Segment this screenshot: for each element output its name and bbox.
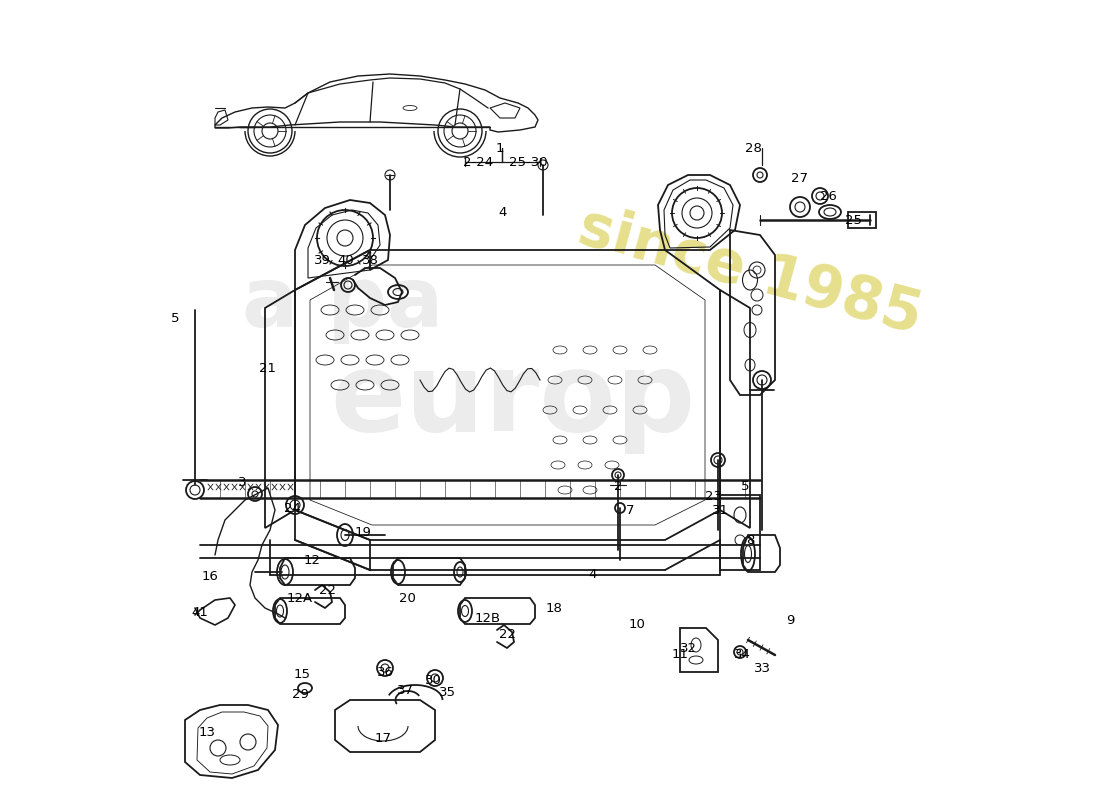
Text: 38: 38	[362, 254, 378, 266]
Text: 32: 32	[680, 642, 696, 654]
Text: 22: 22	[498, 629, 516, 642]
Text: 35: 35	[439, 686, 455, 699]
Text: 34: 34	[734, 649, 750, 662]
Text: 5: 5	[740, 481, 749, 494]
Text: 5: 5	[170, 311, 179, 325]
Text: 17: 17	[374, 731, 392, 745]
Text: 31: 31	[712, 503, 728, 517]
Text: 27: 27	[792, 171, 808, 185]
Text: 12B: 12B	[475, 611, 502, 625]
Text: 4: 4	[588, 569, 597, 582]
Text: 2-24: 2-24	[463, 155, 493, 169]
Text: europ: europ	[330, 346, 695, 454]
Text: 16: 16	[201, 570, 219, 583]
Text: 23: 23	[704, 490, 722, 503]
Text: 13: 13	[198, 726, 216, 738]
Text: 21: 21	[260, 362, 276, 374]
Text: 2: 2	[614, 481, 623, 494]
Text: 36: 36	[376, 666, 394, 678]
Text: 20: 20	[398, 591, 416, 605]
Text: 12A: 12A	[287, 591, 314, 605]
Text: 3: 3	[238, 475, 246, 489]
Text: 15: 15	[294, 669, 310, 682]
Text: 40: 40	[338, 254, 354, 266]
Text: a pa: a pa	[242, 263, 443, 345]
Text: 18: 18	[546, 602, 562, 614]
Text: since 1985: since 1985	[572, 198, 928, 346]
Text: 33: 33	[754, 662, 770, 674]
Text: 10: 10	[628, 618, 646, 631]
Text: 29: 29	[292, 689, 308, 702]
Text: 26: 26	[820, 190, 836, 203]
Text: 28: 28	[745, 142, 761, 154]
Text: 7: 7	[626, 503, 635, 517]
Text: 8: 8	[746, 534, 755, 546]
Text: 9: 9	[785, 614, 794, 626]
Text: 24: 24	[284, 502, 300, 514]
Text: 19: 19	[354, 526, 372, 539]
Text: 22: 22	[319, 583, 336, 597]
Text: 25: 25	[845, 214, 861, 226]
Text: 25-30: 25-30	[508, 155, 548, 169]
Text: 11: 11	[671, 649, 689, 662]
Text: 39: 39	[314, 254, 330, 266]
Text: 1: 1	[496, 142, 504, 154]
Text: 37: 37	[396, 683, 414, 697]
Text: 4: 4	[498, 206, 507, 219]
Text: 41: 41	[191, 606, 208, 618]
Text: 12: 12	[304, 554, 320, 566]
Text: 30: 30	[425, 674, 441, 686]
